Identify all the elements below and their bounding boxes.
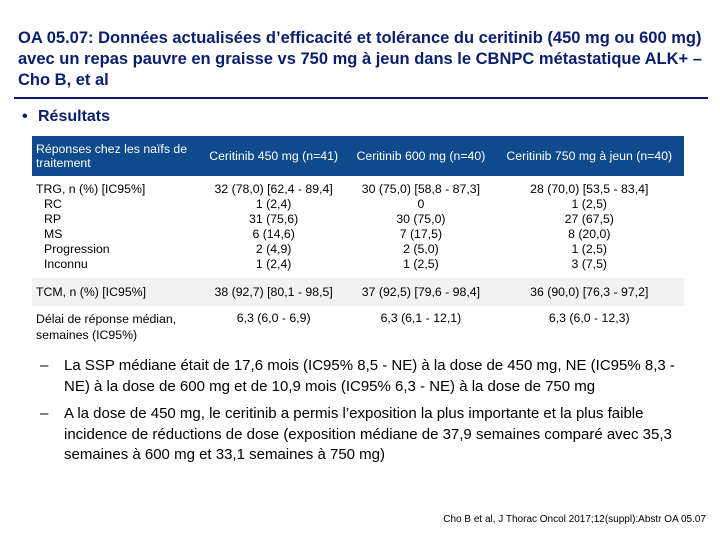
table-cell: 28 (70,0) [53,5 - 83,4] 1 (2,5) 27 (67,5) 8…	[530, 182, 649, 271]
section-label: Résultats	[38, 108, 111, 125]
dash-icon: –	[40, 357, 49, 374]
header-cell: Ceritinib 450 mg (n=41)	[200, 136, 348, 176]
table-cell: 6,3 (6,0 - 6,9)	[236, 311, 311, 325]
note-text: A la dose de 450 mg, le ceritinib a perm…	[64, 405, 672, 463]
dash-icon: –	[40, 405, 49, 422]
header-cell: Ceritinib 750 mg à jeun (n=40)	[494, 136, 684, 176]
row-label: TCM, n (%) [IC95%]	[32, 278, 200, 306]
table-cell: 32 (78,0) [62,4 - 89,4] 1 (2,4) 31 (75,6) 6…	[214, 182, 333, 271]
table-cell: 6,3 (6,0 - 12,3)	[548, 311, 630, 325]
table-row: TCM, n (%) [IC95%] 38 (92,7) [80,1 - 98,…	[32, 278, 684, 306]
table-row: Délai de réponse médian, semaines (IC95%…	[32, 306, 684, 348]
header-cell: Ceritinib 600 mg (n=40)	[347, 136, 495, 176]
list-item: – La SSP médiane était de 17,6 mois (IC9…	[40, 356, 700, 397]
row-label: TRG, n (%) [IC95%] RC RP MS Progression …	[36, 182, 146, 271]
note-text: La SSP médiane était de 17,6 mois (IC95%…	[64, 357, 675, 395]
slide-title: OA 05.07: Données actualisées d’efficaci…	[18, 29, 702, 89]
section-bullet: • Résultats	[22, 108, 110, 126]
source-citation: Cho B et al, J Thorac Oncol 2017;12(supp…	[443, 514, 706, 525]
bullet-dot-icon: •	[22, 108, 28, 125]
list-item: – A la dose de 450 mg, le ceritinib a pe…	[40, 404, 700, 466]
table-row: TRG, n (%) [IC95%] RC RP MS Progression …	[32, 176, 684, 278]
results-table: Réponses chez les naïfs de traitement Ce…	[32, 136, 684, 348]
table-header-row: Réponses chez les naïfs de traitement Ce…	[32, 136, 684, 176]
table-cell: 36 (90,0) [76,3 - 97,2]	[494, 278, 684, 306]
table-cell: 38 (92,7) [80,1 - 98,5]	[200, 278, 348, 306]
table-cell: 37 (92,5) [79,6 - 98,4]	[347, 278, 495, 306]
title-divider	[14, 97, 708, 99]
row-label: Délai de réponse médian, semaines (IC95%…	[36, 312, 177, 342]
header-cell: Réponses chez les naïfs de traitement	[32, 136, 200, 176]
notes-list: – La SSP médiane était de 17,6 mois (IC9…	[40, 356, 700, 473]
table-cell: 6,3 (6,1 - 12,1)	[380, 311, 462, 325]
table-cell: 30 (75,0) [58,8 - 87,3] 0 30 (75,0) 7 (17,5…	[361, 182, 481, 271]
